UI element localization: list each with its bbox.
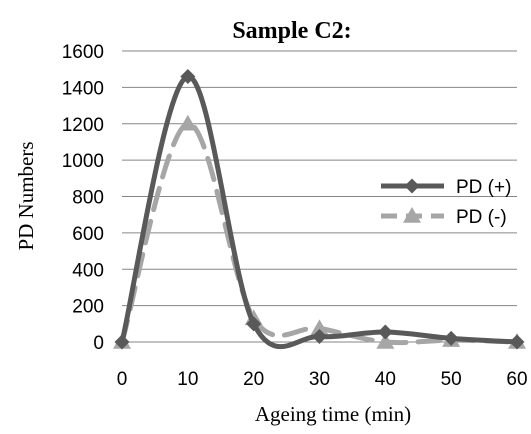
legend-label: PD (-)	[456, 207, 507, 228]
series-pd-plus	[114, 68, 525, 350]
y-axis-label: PD Numbers	[14, 141, 38, 250]
y-tick-label: 1600	[62, 42, 104, 63]
legend-label: PD (+)	[456, 177, 511, 198]
y-axis-ticks: 0 200 400 600 800 1000 1200 1400 1600	[62, 42, 104, 354]
data-point	[312, 329, 327, 345]
y-tick-label: 1400	[62, 78, 104, 99]
y-tick-label: 600	[72, 224, 104, 245]
y-tick-label: 800	[72, 188, 104, 209]
series-line	[119, 73, 520, 349]
x-tick-label: 30	[309, 369, 330, 390]
x-tick-label: 60	[506, 369, 527, 390]
x-tick-label: 20	[243, 369, 264, 390]
data-point	[509, 334, 525, 350]
chart-title: Sample C2:	[232, 18, 351, 44]
legend: PD (+) PD (-)	[381, 177, 511, 228]
x-axis-ticks: 0 10 20 30 40 50 60	[117, 369, 528, 390]
series-line	[119, 121, 520, 346]
y-tick-label: 1200	[62, 115, 104, 136]
y-tick-label: 0	[93, 333, 104, 354]
y-tick-label: 200	[72, 297, 104, 318]
y-tick-label: 400	[72, 260, 104, 281]
data-point	[114, 334, 130, 350]
series-pd-minus	[113, 114, 526, 349]
x-tick-label: 50	[441, 369, 462, 390]
data-point	[178, 114, 197, 131]
data-point	[310, 319, 329, 336]
y-tick-label: 1000	[62, 151, 104, 172]
data-point	[180, 68, 196, 84]
x-tick-label: 10	[177, 369, 198, 390]
series-layer	[113, 68, 526, 350]
x-axis-label: Ageing time (min)	[255, 402, 411, 426]
legend-marker	[403, 207, 421, 223]
x-tick-label: 40	[375, 369, 396, 390]
data-point	[377, 324, 393, 340]
x-tick-label: 0	[117, 369, 128, 390]
legend-marker	[404, 178, 420, 194]
data-point	[246, 316, 262, 332]
data-point	[376, 333, 395, 349]
data-point	[443, 330, 459, 346]
